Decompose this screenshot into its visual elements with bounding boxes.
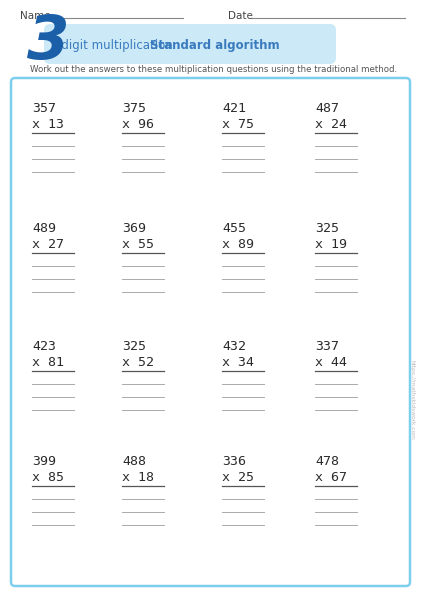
- Text: 488: 488: [122, 455, 146, 468]
- FancyBboxPatch shape: [11, 78, 410, 586]
- Text: 432: 432: [222, 340, 246, 353]
- FancyBboxPatch shape: [44, 24, 336, 64]
- Text: https://mathskidswork.com: https://mathskidswork.com: [410, 360, 415, 440]
- Text: x 24: x 24: [315, 118, 347, 131]
- Text: 336: 336: [222, 455, 246, 468]
- Text: x 67: x 67: [315, 471, 347, 484]
- Text: x 96: x 96: [122, 118, 154, 131]
- Text: 489: 489: [32, 222, 56, 235]
- Text: x 89: x 89: [222, 238, 254, 251]
- Text: 487: 487: [315, 102, 339, 115]
- Text: 369: 369: [122, 222, 146, 235]
- Text: x 25: x 25: [222, 471, 254, 484]
- Text: Standard algorithm: Standard algorithm: [150, 39, 280, 52]
- Text: x 34: x 34: [222, 356, 254, 369]
- Text: x 19: x 19: [315, 238, 347, 251]
- Text: x 13: x 13: [32, 118, 64, 131]
- Text: 325: 325: [315, 222, 339, 235]
- Text: 399: 399: [32, 455, 56, 468]
- Text: Work out the answers to these multiplication questions using the traditional met: Work out the answers to these multiplica…: [30, 65, 397, 74]
- Text: x 27: x 27: [32, 238, 64, 251]
- Text: x 55: x 55: [122, 238, 154, 251]
- Text: x 44: x 44: [315, 356, 347, 369]
- Text: Date: Date: [228, 11, 253, 21]
- Text: x 75: x 75: [222, 118, 254, 131]
- Text: Name: Name: [20, 11, 51, 21]
- Text: 357: 357: [32, 102, 56, 115]
- Text: x 18: x 18: [122, 471, 154, 484]
- Text: 423: 423: [32, 340, 56, 353]
- Text: x 81: x 81: [32, 356, 64, 369]
- Text: 3: 3: [27, 13, 69, 72]
- Text: -digit multiplication :: -digit multiplication :: [57, 39, 184, 52]
- Text: 421: 421: [222, 102, 246, 115]
- Text: x 85: x 85: [32, 471, 64, 484]
- Text: 337: 337: [315, 340, 339, 353]
- Text: 375: 375: [122, 102, 146, 115]
- Text: 455: 455: [222, 222, 246, 235]
- Text: x 52: x 52: [122, 356, 154, 369]
- Text: 478: 478: [315, 455, 339, 468]
- Text: 325: 325: [122, 340, 146, 353]
